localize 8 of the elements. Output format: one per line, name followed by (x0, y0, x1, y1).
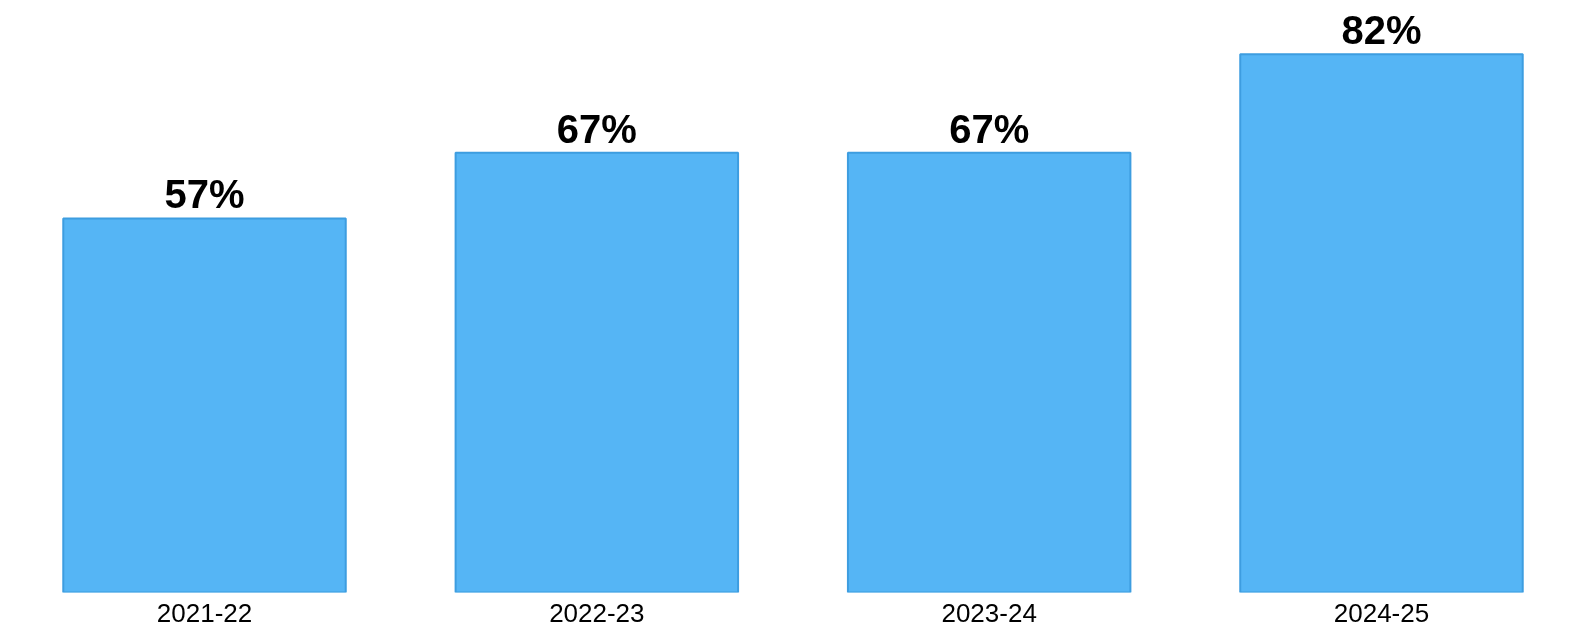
data-label: 57% (164, 172, 245, 217)
data-label: 67% (949, 106, 1030, 151)
x-tick-label: 2023-24 (941, 597, 1037, 628)
data-label: 82% (1341, 8, 1422, 53)
x-tick-label: 2021-22 (156, 597, 253, 628)
data-label: 67% (556, 106, 637, 151)
x-tick-label: 2024-25 (1333, 597, 1430, 628)
x-tick-label: 2022-23 (549, 597, 645, 628)
